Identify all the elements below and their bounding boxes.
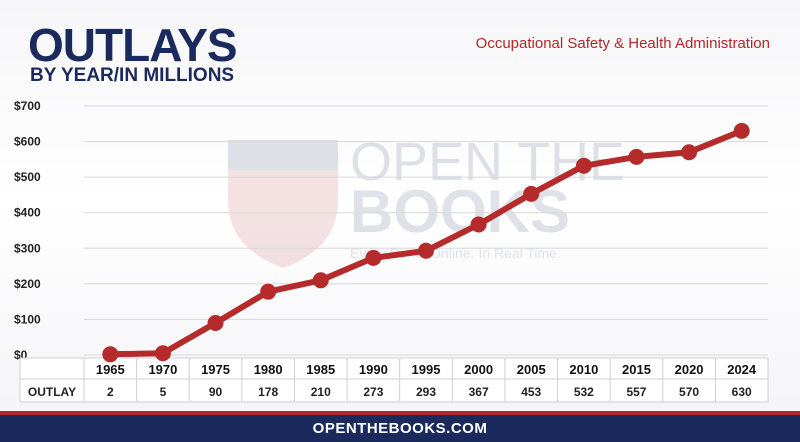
x-tick-label: 2005 bbox=[517, 362, 546, 377]
data-label: 453 bbox=[521, 385, 541, 399]
x-tick-label: 1975 bbox=[201, 362, 230, 377]
data-label: 557 bbox=[626, 385, 646, 399]
x-tick-label: 2010 bbox=[569, 362, 598, 377]
data-label: 367 bbox=[469, 385, 489, 399]
data-label: 90 bbox=[209, 385, 223, 399]
data-label: 2 bbox=[107, 385, 114, 399]
data-point bbox=[733, 122, 750, 139]
shield-icon bbox=[228, 140, 338, 268]
y-tick-label: $700 bbox=[14, 99, 41, 113]
data-label: 178 bbox=[258, 385, 278, 399]
data-point bbox=[575, 157, 592, 174]
y-tick-label: $500 bbox=[14, 170, 41, 184]
chart-subtitle: BY YEAR/IN MILLIONS bbox=[30, 65, 235, 86]
y-tick-label: $600 bbox=[14, 135, 41, 149]
data-label: 210 bbox=[311, 385, 331, 399]
data-point bbox=[523, 185, 540, 202]
data-label: 273 bbox=[363, 385, 383, 399]
data-label: 532 bbox=[574, 385, 594, 399]
table-row-label: OUTLAY bbox=[28, 385, 76, 399]
x-tick-label: 2000 bbox=[464, 362, 493, 377]
y-tick-label: $300 bbox=[14, 241, 41, 255]
data-point bbox=[365, 249, 382, 266]
data-point bbox=[260, 283, 277, 300]
data-label: 293 bbox=[416, 385, 436, 399]
agency-name: Occupational Safety & Health Administrat… bbox=[475, 35, 770, 52]
data-label: 570 bbox=[679, 385, 699, 399]
data-point bbox=[154, 345, 171, 362]
x-tick-label: 2020 bbox=[675, 362, 704, 377]
y-tick-label: $200 bbox=[14, 277, 41, 291]
y-tick-label: $400 bbox=[14, 206, 41, 220]
data-point bbox=[207, 314, 224, 331]
y-tick-label: $100 bbox=[14, 312, 41, 326]
footer-site-link[interactable]: OPENTHEBOOKS.COM bbox=[0, 415, 800, 442]
x-tick-label: 1985 bbox=[306, 362, 335, 377]
x-tick-label: 1990 bbox=[359, 362, 388, 377]
data-point bbox=[681, 144, 698, 161]
data-point bbox=[312, 272, 329, 289]
footer-accent-bar bbox=[0, 411, 800, 415]
data-point bbox=[418, 242, 434, 259]
data-table bbox=[19, 357, 769, 403]
watermark-tagline: Every Dime. Online. In Real Time. bbox=[350, 245, 561, 261]
chart-title: OUTLAYS bbox=[28, 19, 238, 71]
x-tick-label: 1970 bbox=[148, 362, 177, 377]
data-label: 630 bbox=[732, 385, 752, 399]
x-tick-label: 2015 bbox=[622, 362, 651, 377]
x-tick-label: 1980 bbox=[254, 362, 283, 377]
x-tick-label: 1965 bbox=[96, 362, 125, 377]
data-point bbox=[470, 216, 487, 233]
data-point bbox=[102, 346, 119, 363]
data-point bbox=[628, 148, 645, 165]
x-tick-label: 2024 bbox=[727, 362, 757, 377]
data-label: 5 bbox=[160, 385, 167, 399]
x-tick-label: 1995 bbox=[412, 362, 441, 377]
